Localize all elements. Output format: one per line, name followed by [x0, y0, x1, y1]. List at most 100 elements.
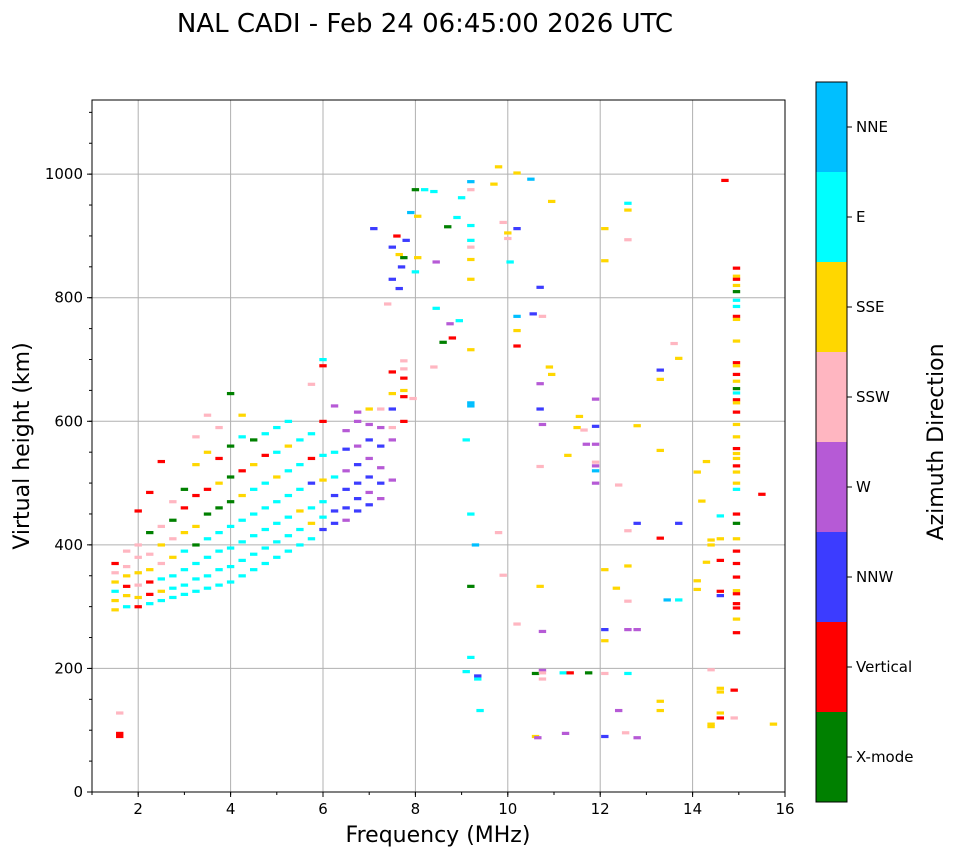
data-point-vertical: [203, 487, 212, 491]
data-point-e: [203, 574, 212, 578]
data-point-sse: [601, 227, 609, 231]
data-point-sse: [564, 453, 572, 457]
data-point-e: [506, 260, 514, 264]
data-point-ssw: [730, 716, 738, 720]
data-point-e: [732, 298, 741, 302]
data-point-nnw: [601, 628, 609, 632]
data-point-sse: [250, 463, 258, 467]
data-point-e: [238, 558, 246, 563]
data-point-e: [732, 391, 741, 395]
data-point-vertical: [721, 178, 729, 183]
data-point-ssw: [624, 238, 632, 242]
data-point-ssw: [580, 428, 588, 432]
data-point-x-mode: [732, 290, 741, 294]
data-point-e: [432, 306, 440, 310]
data-point-sse: [732, 451, 741, 456]
data-point-sse: [111, 598, 119, 603]
data-point-ssw: [430, 365, 438, 369]
data-point-ssw: [134, 543, 142, 547]
data-point-ssw: [122, 549, 131, 553]
data-point-sse: [732, 435, 741, 439]
data-point-w: [561, 731, 570, 736]
data-point-e: [467, 512, 475, 516]
data-point-ssw: [134, 555, 142, 559]
data-point-ssw: [614, 483, 623, 487]
data-point-vertical: [656, 536, 664, 540]
data-point-sse: [157, 543, 165, 547]
data-point-ssw: [624, 599, 632, 603]
data-point-ssw: [601, 671, 609, 676]
data-point-w: [388, 438, 396, 442]
data-point-e: [203, 537, 212, 541]
data-point-nnw: [395, 286, 403, 291]
data-point-sse: [513, 171, 521, 175]
data-point-sse: [707, 538, 715, 542]
data-point-w: [342, 518, 350, 522]
data-point-nnw: [370, 227, 378, 231]
data-point-nnw: [591, 424, 600, 428]
data-point-nnw: [633, 521, 641, 525]
data-point-nnw: [330, 509, 339, 513]
data-point-e: [284, 493, 293, 498]
data-point-e: [250, 512, 258, 516]
data-point-vertical: [732, 464, 741, 468]
data-point-vertical: [732, 277, 741, 281]
data-point-ssw: [538, 677, 547, 681]
data-point-e: [467, 238, 475, 242]
data-point-e: [273, 521, 281, 525]
colorbar-tick-label: E: [856, 208, 865, 226]
data-point-sse: [693, 587, 701, 592]
data-point-ssw: [591, 460, 600, 464]
data-point-ssw: [536, 464, 544, 469]
data-point-vertical: [319, 364, 327, 368]
data-point-sse: [693, 579, 701, 583]
chart-title: NAL CADI - Feb 24 06:45:00 2026 UTC: [177, 9, 673, 39]
colorbar-tick-label: NNW: [856, 568, 893, 586]
data-point-w: [538, 629, 547, 634]
data-point-e: [411, 270, 420, 274]
data-point-sse: [545, 365, 554, 369]
data-point-sse: [656, 377, 664, 381]
data-point-e: [250, 552, 258, 556]
data-point-sse: [624, 208, 632, 212]
data-point-vertical: [319, 419, 327, 423]
colorbar-swatch: [816, 262, 847, 352]
data-point-e: [284, 534, 293, 538]
data-point-ssw: [134, 583, 142, 587]
data-point-x-mode: [226, 500, 235, 504]
data-point-sse: [612, 586, 621, 590]
data-point-vertical: [732, 592, 741, 596]
data-point-sse: [284, 444, 293, 448]
data-point-ssw: [111, 571, 119, 575]
data-point-e: [261, 561, 269, 566]
data-point-e: [250, 568, 258, 572]
data-point-e: [296, 527, 304, 532]
data-point-x-mode: [215, 506, 223, 510]
data-point-e: [330, 450, 339, 454]
data-point-vertical: [111, 561, 119, 566]
data-point-sse: [388, 391, 396, 396]
data-point-nne: [407, 210, 415, 215]
data-point-sse: [395, 252, 403, 257]
data-point-ssw: [670, 341, 678, 346]
data-point-e: [215, 583, 223, 587]
data-point-e: [732, 304, 741, 309]
data-point-vertical: [146, 592, 154, 596]
data-point-vertical: [388, 370, 396, 374]
data-point-w: [353, 444, 362, 448]
data-points: [111, 165, 778, 740]
data-point-sse: [732, 401, 741, 405]
data-point-sse: [716, 686, 725, 690]
data-point-vertical: [116, 731, 124, 736]
data-point-vertical: [732, 361, 741, 365]
data-point-e: [122, 605, 131, 609]
data-point-vertical: [192, 493, 200, 498]
data-point-sse: [122, 574, 131, 578]
data-point-e: [238, 518, 246, 522]
data-point-e: [296, 543, 304, 547]
data-point-sse: [169, 555, 177, 559]
data-point-vertical: [732, 410, 741, 414]
data-point-e: [559, 671, 567, 675]
data-point-x-mode: [400, 256, 408, 260]
